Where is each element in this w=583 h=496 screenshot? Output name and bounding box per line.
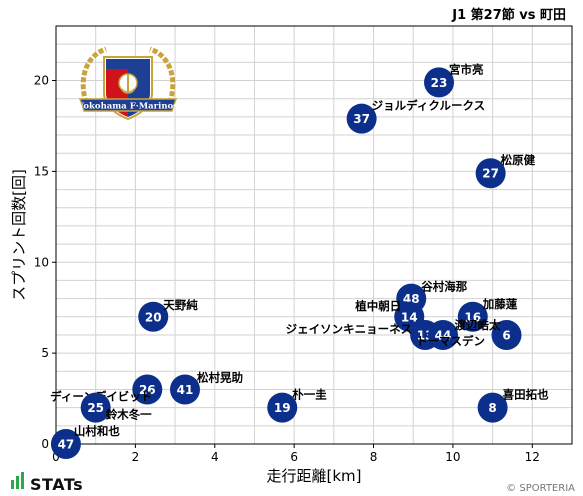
player-number: 26: [139, 383, 156, 397]
brand-bar-icon: [21, 472, 24, 489]
y-tick-label: 15: [34, 164, 49, 178]
x-tick-label: 6: [290, 450, 298, 464]
player-name: 山村和也: [74, 424, 120, 438]
player-name: 松村晃助: [197, 370, 243, 384]
player-number: 8: [488, 401, 496, 415]
data-points: 23宮市亮37ジョルディクルークス27松原健48谷村海那14植中朝日16加藤蓮1…: [50, 62, 549, 459]
match-title: J1 第27節 vs 町田: [451, 7, 566, 23]
player-name: 天野純: [163, 298, 198, 312]
brand-bar-icon: [16, 476, 19, 489]
player-name: 植中朝日: [354, 299, 401, 313]
player-number: 37: [353, 112, 370, 126]
player-marker: [138, 301, 169, 332]
player-marker: [424, 67, 455, 98]
x-tick-label: 8: [370, 450, 378, 464]
player-marker: [477, 392, 508, 423]
plot-frame: [55, 25, 573, 445]
player-name: 谷村海那: [421, 280, 467, 294]
y-axis-label: スプリント回数[回]: [10, 169, 28, 301]
player-marker: [132, 374, 163, 405]
y-tick-label: 0: [41, 437, 49, 451]
player-marker: [80, 392, 111, 423]
player-name: 加藤蓮: [482, 297, 518, 311]
player-number: 47: [58, 438, 75, 452]
club-crest-icon: Yokohama F·Marinos: [77, 46, 178, 121]
player-point: 25 鈴木冬一: [80, 392, 152, 423]
player-number: 23: [431, 76, 448, 90]
y-tick-label: 5: [41, 346, 49, 360]
player-marker: [428, 319, 458, 350]
player-point: 8 喜田拓也: [477, 388, 549, 423]
player-number: 20: [145, 310, 162, 324]
x-tick-label: 2: [132, 450, 140, 464]
copyright-credit: © SPORTERIA: [506, 483, 575, 494]
player-marker: [475, 158, 506, 189]
brand-name: STATs: [30, 475, 83, 494]
club-crest-text: Yokohama F·Marinos: [77, 102, 178, 112]
player-marker: [346, 103, 377, 134]
player-number: 27: [482, 167, 499, 181]
player-number: 14: [401, 310, 418, 324]
player-marker: [170, 374, 200, 405]
player-name: 鈴木冬一: [106, 408, 152, 422]
player-name: ジョルディクルークス: [372, 99, 486, 113]
player-name: トーマスデン: [416, 334, 485, 348]
x-tick-label: 0: [52, 450, 60, 464]
player-number: 44: [435, 328, 452, 342]
x-tick-label: 12: [525, 450, 540, 464]
stats-brand: STATs: [11, 472, 83, 494]
player-name: 喜田拓也: [503, 388, 549, 402]
axis-ticks: 0 2 4 6 8 10 12 0 5 10 15 20: [34, 74, 540, 464]
player-marker: [491, 319, 522, 350]
player-marker: [267, 392, 298, 423]
player-name: 松原健: [501, 153, 536, 167]
x-tick-label: 4: [211, 450, 219, 464]
player-number: 25: [87, 401, 104, 415]
player-number: 6: [502, 328, 510, 342]
player-marker: [457, 301, 488, 332]
player-name: 渡辺皓太: [455, 318, 501, 332]
y-tick-label: 20: [34, 74, 49, 88]
player-number: 41: [177, 383, 194, 397]
player-marker: [50, 429, 81, 459]
brand-bar-icon: [11, 480, 14, 489]
x-axis-label: 走行距離[km]: [266, 467, 361, 485]
player-name: 朴一圭: [292, 388, 327, 402]
x-tick-label: 10: [445, 450, 460, 464]
player-name: ジェイソンキニョーネス: [286, 322, 413, 336]
y-tick-label: 10: [34, 255, 49, 269]
player-number: 19: [274, 401, 291, 415]
player-name: 宮市亮: [449, 62, 484, 76]
player-number: 16: [464, 310, 481, 324]
